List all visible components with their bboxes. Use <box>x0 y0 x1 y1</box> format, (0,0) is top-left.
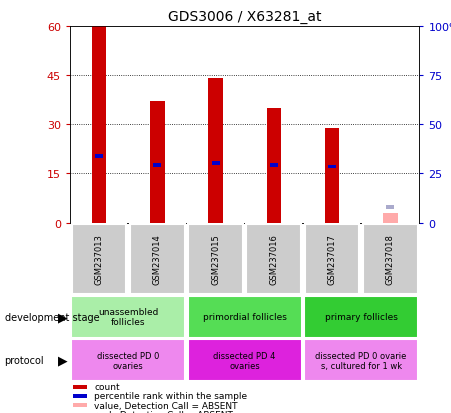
Bar <box>304 339 418 381</box>
Text: primordial follicles: primordial follicles <box>203 313 286 321</box>
Title: GDS3006 / X63281_at: GDS3006 / X63281_at <box>168 10 322 24</box>
Bar <box>246 225 301 294</box>
Bar <box>74 403 87 407</box>
Text: count: count <box>94 382 120 391</box>
Bar <box>74 394 87 398</box>
Bar <box>71 339 185 381</box>
Bar <box>153 163 161 167</box>
Text: GSM237018: GSM237018 <box>386 234 395 285</box>
Bar <box>71 296 185 338</box>
Text: unassembled
follicles: unassembled follicles <box>98 307 158 327</box>
Bar <box>325 128 339 223</box>
Bar <box>363 225 418 294</box>
Text: GSM237014: GSM237014 <box>153 234 162 285</box>
Text: dissected PD 0 ovarie
s, cultured for 1 wk: dissected PD 0 ovarie s, cultured for 1 … <box>316 351 407 370</box>
Bar <box>92 27 106 223</box>
Bar <box>188 339 302 381</box>
Bar <box>212 161 220 165</box>
Text: GSM237015: GSM237015 <box>211 234 220 285</box>
Bar <box>95 154 103 158</box>
Bar <box>270 163 278 167</box>
Bar <box>130 225 184 294</box>
Bar <box>74 385 87 389</box>
Text: protocol: protocol <box>5 355 44 366</box>
Text: rank, Detection Call = ABSENT: rank, Detection Call = ABSENT <box>94 410 233 413</box>
Text: GSM237016: GSM237016 <box>269 234 278 285</box>
Bar <box>304 296 418 338</box>
Bar <box>72 225 126 294</box>
Bar <box>150 102 165 223</box>
Bar <box>387 205 394 209</box>
Bar <box>328 165 336 169</box>
Bar <box>188 225 243 294</box>
Text: GSM237013: GSM237013 <box>95 234 104 285</box>
Text: dissected PD 0
ovaries: dissected PD 0 ovaries <box>97 351 159 370</box>
Bar <box>305 225 359 294</box>
Text: ▶: ▶ <box>58 354 68 367</box>
Bar <box>188 296 302 338</box>
Text: ▶: ▶ <box>58 311 68 323</box>
Text: GSM237017: GSM237017 <box>327 234 336 285</box>
Text: value, Detection Call = ABSENT: value, Detection Call = ABSENT <box>94 401 238 410</box>
Bar <box>383 213 398 223</box>
Bar <box>267 109 281 223</box>
Text: percentile rank within the sample: percentile rank within the sample <box>94 392 248 401</box>
Text: development stage: development stage <box>5 312 99 322</box>
Text: dissected PD 4
ovaries: dissected PD 4 ovaries <box>213 351 276 370</box>
Text: primary follicles: primary follicles <box>325 313 398 321</box>
Bar <box>208 79 223 223</box>
